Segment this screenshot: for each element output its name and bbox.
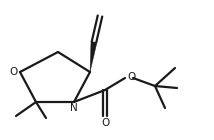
Text: O: O <box>102 118 110 128</box>
Polygon shape <box>90 42 97 72</box>
Text: N: N <box>70 103 78 113</box>
Text: O: O <box>10 67 18 77</box>
Text: O: O <box>127 72 135 82</box>
